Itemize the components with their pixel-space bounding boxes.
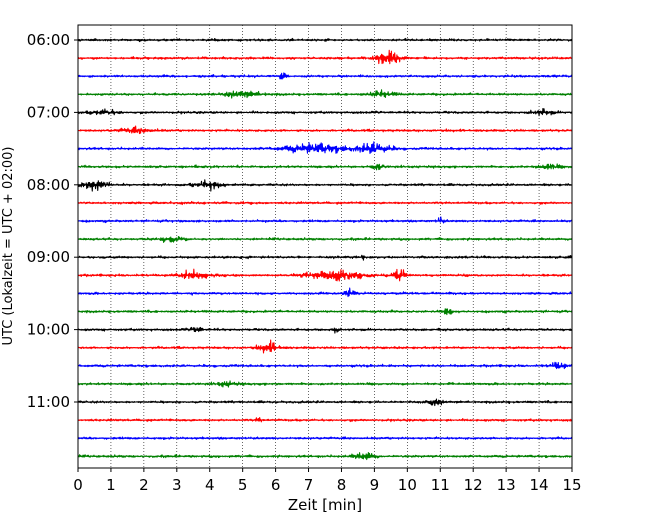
- trace-07:30: [77, 141, 573, 155]
- trace-10:45: [77, 380, 573, 388]
- x-tick-label-12: 12: [464, 476, 483, 494]
- x-axis-label: Zeit [min]: [288, 496, 362, 514]
- y-tick-label-08:00: 08:00: [27, 176, 70, 194]
- y-tick-label-09:00: 09:00: [27, 248, 70, 266]
- trace-10:30: [77, 361, 573, 370]
- x-tick-label-0: 0: [73, 476, 83, 494]
- x-tick-label-14: 14: [530, 476, 549, 494]
- x-tick-label-15: 15: [562, 476, 581, 494]
- seismic-traces: [77, 37, 573, 461]
- x-tick-label-3: 3: [172, 476, 182, 494]
- trace-08:00: [77, 179, 573, 192]
- trace-11:00: [77, 398, 573, 407]
- trace-08:45: [77, 235, 573, 243]
- trace-09:15: [77, 268, 573, 282]
- trace-08:30: [77, 216, 573, 224]
- trace-07:15: [77, 125, 573, 135]
- trace-09:00: [77, 254, 573, 261]
- trace-06:00: [77, 37, 573, 43]
- plot-frame: [77, 24, 573, 469]
- trace-07:00: [77, 108, 573, 117]
- x-tick-label-7: 7: [304, 476, 314, 494]
- x-tick-label-8: 8: [337, 476, 347, 494]
- trace-10:15: [77, 339, 573, 354]
- x-tick-label-11: 11: [431, 476, 450, 494]
- trace-06:30: [77, 72, 573, 80]
- x-axis-ticks: 0 1 2 3 4 5 6 7 8 9 10 11 12 13 14 15: [73, 468, 582, 494]
- trace-07:45: [77, 163, 573, 171]
- trace-11:45: [77, 452, 573, 461]
- trace-11:15: [77, 417, 573, 423]
- trace-09:30: [77, 287, 573, 298]
- trace-06:45: [77, 89, 573, 99]
- trace-10:00: [77, 326, 573, 334]
- y-tick-label-11:00: 11:00: [27, 393, 70, 411]
- y-axis-label: UTC (Lokalzeit = UTC + 02:00): [1, 147, 16, 346]
- y-tick-label-07:00: 07:00: [27, 103, 70, 121]
- x-tick-label-2: 2: [139, 476, 149, 494]
- grid-lines: [110, 25, 540, 468]
- y-tick-label-06:00: 06:00: [27, 31, 70, 49]
- y-axis-ticks: 06:00 07:00 08:00 09:00 10:00 11:00: [27, 31, 78, 411]
- trace-06:15: [77, 49, 573, 65]
- trace-11:30: [77, 436, 573, 441]
- trace-09:45: [77, 308, 573, 316]
- x-tick-label-13: 13: [497, 476, 516, 494]
- y-tick-label-10:00: 10:00: [27, 321, 70, 339]
- x-tick-label-6: 6: [271, 476, 281, 494]
- x-tick-label-5: 5: [238, 476, 248, 494]
- x-tick-label-1: 1: [106, 476, 116, 494]
- x-tick-label-9: 9: [370, 476, 380, 494]
- x-tick-label-10: 10: [398, 476, 417, 494]
- trace-08:15: [77, 200, 573, 206]
- x-tick-label-4: 4: [205, 476, 215, 494]
